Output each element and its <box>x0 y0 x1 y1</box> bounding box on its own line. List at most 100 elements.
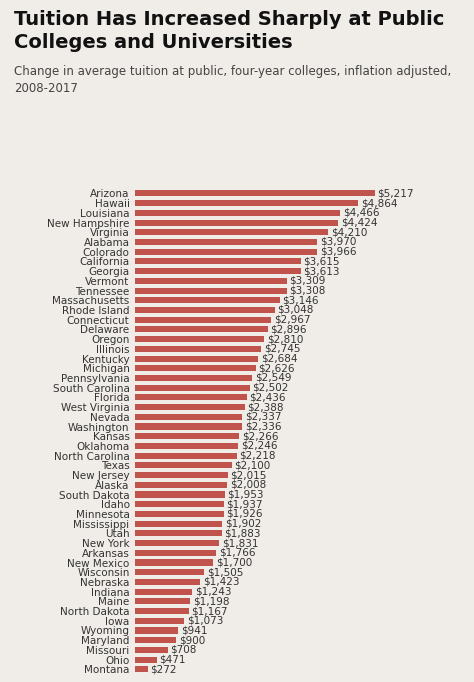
Text: $2,549: $2,549 <box>255 373 291 383</box>
Bar <box>135 666 147 672</box>
Bar <box>135 618 184 624</box>
Text: $2,008: $2,008 <box>230 480 266 490</box>
Text: $1,073: $1,073 <box>187 616 223 626</box>
Bar <box>135 453 237 459</box>
Bar <box>135 637 176 643</box>
Bar <box>135 520 222 527</box>
Bar <box>135 579 201 585</box>
Text: $900: $900 <box>179 635 205 645</box>
Bar <box>135 501 224 507</box>
Text: $2,100: $2,100 <box>234 460 270 471</box>
Text: $1,831: $1,831 <box>222 538 258 548</box>
Bar <box>135 385 250 391</box>
Bar <box>135 433 239 439</box>
Text: $4,864: $4,864 <box>361 198 398 208</box>
Text: $5,217: $5,217 <box>377 188 414 198</box>
Bar <box>135 657 157 663</box>
Text: $2,626: $2,626 <box>258 364 295 373</box>
Bar <box>135 229 328 235</box>
Text: $2,388: $2,388 <box>247 402 284 412</box>
Bar <box>135 258 301 265</box>
Text: $2,246: $2,246 <box>241 441 277 451</box>
Bar <box>135 336 264 342</box>
Text: $2,337: $2,337 <box>245 412 282 421</box>
Bar <box>135 608 189 614</box>
Text: $2,810: $2,810 <box>267 334 303 344</box>
Bar <box>135 355 258 361</box>
Text: $2,015: $2,015 <box>230 470 266 480</box>
Text: $4,210: $4,210 <box>331 227 367 237</box>
Bar <box>135 424 242 430</box>
Text: $2,436: $2,436 <box>249 392 286 402</box>
Bar <box>135 540 219 546</box>
Bar <box>135 550 216 556</box>
Text: $4,466: $4,466 <box>343 208 379 218</box>
Text: $2,896: $2,896 <box>271 325 307 334</box>
Bar <box>135 220 338 226</box>
Bar <box>135 297 280 303</box>
Text: $1,766: $1,766 <box>219 548 255 558</box>
Bar <box>135 268 301 274</box>
Text: $1,423: $1,423 <box>203 577 239 587</box>
Bar <box>135 531 221 536</box>
Bar <box>135 190 374 196</box>
Bar <box>135 462 231 469</box>
Text: Change in average tuition at public, four-year colleges, inflation adjusted,
200: Change in average tuition at public, fou… <box>14 65 451 95</box>
Bar <box>135 316 271 323</box>
Text: $2,336: $2,336 <box>245 421 282 432</box>
Bar <box>135 375 252 381</box>
Text: Tuition Has Increased Sharply at Public
Colleges and Universities: Tuition Has Increased Sharply at Public … <box>14 10 445 52</box>
Text: $3,970: $3,970 <box>320 237 356 247</box>
Bar <box>135 346 261 352</box>
Bar <box>135 239 318 245</box>
Bar <box>135 647 168 653</box>
Bar <box>135 327 268 332</box>
Text: $1,167: $1,167 <box>191 606 228 616</box>
Bar <box>135 249 317 254</box>
Bar <box>135 414 242 420</box>
Text: $1,700: $1,700 <box>216 557 252 567</box>
Bar <box>135 200 358 206</box>
Text: $2,745: $2,745 <box>264 344 300 354</box>
Text: $272: $272 <box>150 664 177 674</box>
Text: $3,615: $3,615 <box>304 256 340 267</box>
Bar <box>135 366 255 371</box>
Bar <box>135 511 224 517</box>
Bar <box>135 307 275 313</box>
Text: $2,967: $2,967 <box>274 314 310 325</box>
Bar <box>135 394 247 400</box>
Bar <box>135 278 287 284</box>
Text: $1,953: $1,953 <box>228 490 264 499</box>
Text: $1,902: $1,902 <box>225 518 261 529</box>
Text: $2,684: $2,684 <box>261 353 297 364</box>
Bar <box>135 627 178 634</box>
Text: $2,218: $2,218 <box>239 451 276 460</box>
Bar <box>135 569 204 575</box>
Text: $941: $941 <box>181 625 207 636</box>
Text: $3,309: $3,309 <box>290 276 326 286</box>
Bar <box>135 404 245 410</box>
Bar <box>135 288 287 293</box>
Text: $3,613: $3,613 <box>303 266 340 276</box>
Bar <box>135 210 340 216</box>
Bar <box>135 559 213 565</box>
Text: $1,883: $1,883 <box>224 529 261 538</box>
Text: $4,424: $4,424 <box>341 218 377 228</box>
Bar <box>135 472 228 478</box>
Bar <box>135 598 190 604</box>
Bar <box>135 443 238 449</box>
Text: $2,266: $2,266 <box>242 431 278 441</box>
Bar <box>135 481 228 488</box>
Text: $1,243: $1,243 <box>195 587 231 597</box>
Text: $3,966: $3,966 <box>320 247 356 256</box>
Text: $1,198: $1,198 <box>192 596 229 606</box>
Text: $3,048: $3,048 <box>278 305 314 315</box>
Text: $1,937: $1,937 <box>227 499 263 509</box>
Text: $1,926: $1,926 <box>226 509 263 519</box>
Text: $2,502: $2,502 <box>253 383 289 393</box>
Text: $708: $708 <box>170 645 197 655</box>
Text: $1,505: $1,505 <box>207 567 243 577</box>
Text: $3,308: $3,308 <box>290 286 326 295</box>
Text: $471: $471 <box>159 655 186 665</box>
Text: $3,146: $3,146 <box>282 295 319 306</box>
